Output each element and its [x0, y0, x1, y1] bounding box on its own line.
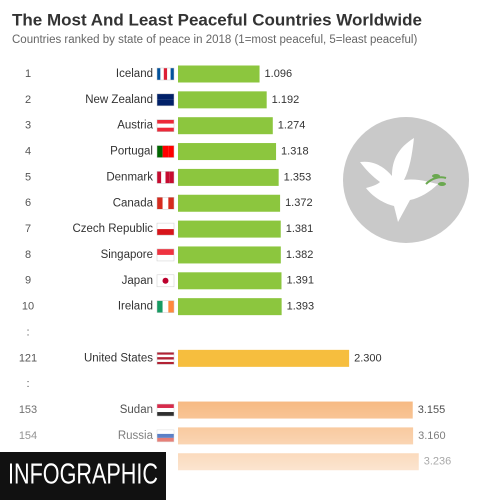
- category-label: United States: [84, 352, 153, 364]
- flag-stripe: [165, 171, 170, 184]
- flag-stripe: [157, 357, 174, 360]
- flag-border: [156, 352, 175, 365]
- rank-label: 5: [25, 171, 31, 183]
- bar: [178, 246, 281, 264]
- flag-stripe: [157, 145, 163, 158]
- flag-stripe: [170, 68, 174, 80]
- rank-label: 1: [25, 68, 31, 80]
- flag-stripe: [168, 197, 174, 210]
- rank-label: 7: [25, 223, 31, 235]
- flag-stripe: [157, 361, 174, 365]
- bar: [178, 168, 279, 186]
- flag-stripe: [157, 119, 174, 124]
- rank-label: 121: [19, 352, 37, 364]
- value-label: 1.353: [284, 171, 312, 183]
- value-label: 1.192: [272, 94, 300, 106]
- rows: 1 Iceland 1.096 2 New Zealand 1.192 3 Austria 1.…: [19, 65, 451, 471]
- flag-disc: [162, 277, 169, 284]
- flag-border: [156, 171, 175, 184]
- value-label: 1.372: [285, 197, 313, 209]
- category-label: Portugal: [110, 146, 153, 158]
- value-label: 1.391: [286, 275, 314, 287]
- flag-border: [156, 248, 175, 262]
- flag-stripe: [157, 127, 174, 132]
- flag-border: [156, 197, 175, 210]
- rank-label: 2: [25, 94, 31, 106]
- flag-stripe: [168, 300, 174, 313]
- flag-border: [156, 119, 175, 132]
- bar: [178, 349, 350, 367]
- flag-border: [156, 300, 175, 313]
- rank-label: 10: [22, 301, 34, 313]
- rank-label: 4: [25, 145, 31, 157]
- flag-stripe: [157, 300, 163, 313]
- category-label: Czech Republic: [72, 223, 153, 235]
- rank-label: 6: [25, 197, 31, 209]
- bar: [178, 117, 273, 135]
- flag-stripe: [157, 223, 174, 230]
- value-label: 1.274: [278, 120, 306, 132]
- flag-stripe: [157, 171, 162, 184]
- value-label: 2.300: [354, 352, 382, 364]
- flag-stripe: [163, 68, 168, 80]
- category-label: Denmark: [106, 171, 153, 183]
- flag-stripe: [157, 359, 174, 362]
- value-label: 1.318: [281, 145, 309, 157]
- flag-border: [156, 145, 175, 158]
- flag-stripe: [157, 354, 174, 358]
- flag-stripe: [157, 197, 163, 210]
- flag-stripe: [157, 229, 174, 236]
- chart-title: The Most And Least Peaceful Countries Wo…: [12, 10, 422, 29]
- bar: [178, 65, 260, 83]
- category-label: Austria: [117, 120, 153, 132]
- flag-stripe: [162, 300, 169, 313]
- rank-label: :: [26, 378, 29, 390]
- flag-border: [156, 67, 175, 81]
- flag-stripe: [157, 352, 174, 355]
- bar: [178, 143, 277, 161]
- flag-stripe: [157, 93, 174, 100]
- bar: [178, 272, 282, 290]
- category-label: New Zealand: [85, 94, 153, 106]
- flag-border: [156, 222, 175, 236]
- category-label: Canada: [113, 197, 154, 209]
- bar: [178, 220, 281, 238]
- rank-label: 9: [25, 275, 31, 287]
- flag-stripe: [157, 68, 161, 80]
- flag-stripe: [157, 248, 174, 255]
- bar: [178, 194, 281, 212]
- bar: [178, 91, 267, 109]
- chart-subtitle: Countries ranked by state of peace in 20…: [12, 34, 417, 46]
- flag-border: [156, 274, 175, 288]
- bar: [178, 298, 282, 316]
- value-label: 1.381: [286, 223, 314, 235]
- flag-stripe: [162, 145, 169, 158]
- flag-stripe: [169, 171, 174, 184]
- badge: INFOGRAPHIC: [8, 459, 158, 491]
- rank-label: 8: [25, 249, 31, 261]
- badge-box: [0, 452, 166, 500]
- flag-stripe: [168, 145, 174, 158]
- flag-stripe: [157, 254, 174, 261]
- category-label: Ireland: [118, 301, 153, 313]
- value-label: 1.393: [287, 301, 315, 313]
- flag-stripe: [167, 68, 171, 80]
- category-label: Singapore: [101, 249, 153, 261]
- flag-border: [156, 93, 175, 107]
- flag-stripe: [161, 171, 166, 184]
- flag-stripe: [157, 99, 174, 106]
- flag-stripe: [157, 123, 174, 128]
- flag-stripe: [162, 197, 169, 210]
- category-label: Iceland: [116, 68, 153, 80]
- rank-label: 3: [25, 120, 31, 132]
- dove-icon: [343, 117, 469, 243]
- flag-stripe: [160, 68, 164, 80]
- rank-label: :: [26, 326, 29, 338]
- value-label: 1.096: [265, 68, 293, 80]
- category-label: Japan: [122, 275, 153, 287]
- value-label: 1.382: [286, 249, 314, 261]
